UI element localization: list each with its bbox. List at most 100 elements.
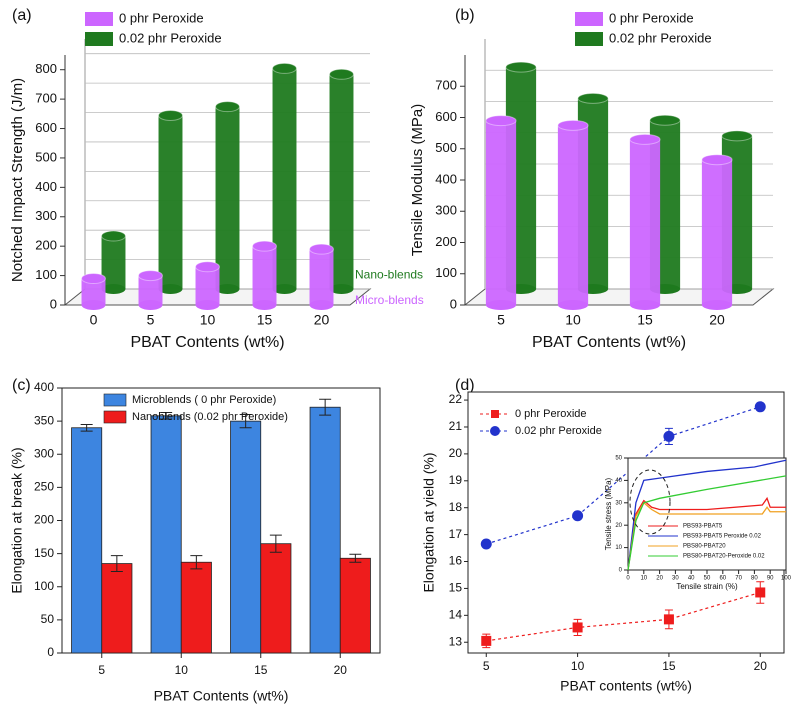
legend-label: 0.02 phr Peroxide xyxy=(609,30,712,45)
error-bar xyxy=(190,555,203,570)
error-bar xyxy=(160,412,173,420)
x-axis-label: PBAT Contents (wt%) xyxy=(130,334,284,351)
y-axis-label: Elongation at yield (%) xyxy=(420,452,436,592)
panel: (c) 0 50 100 150 200 250 300 350 400 Microblends (… xyxy=(9,377,381,704)
error-bar xyxy=(269,534,282,553)
y-tick-label: 300 xyxy=(34,446,54,460)
legend-swatch xyxy=(103,393,127,407)
y-tick-label: 100 xyxy=(34,579,54,593)
x-tick-label: 20 xyxy=(754,659,768,673)
y-tick-label: 800 xyxy=(35,61,57,76)
series-line xyxy=(627,496,786,571)
legend-swatch xyxy=(103,410,127,424)
y-tick-label: 13 xyxy=(449,634,463,648)
x-tick-label: 60 xyxy=(719,576,726,582)
panel-label: (c) xyxy=(12,377,31,394)
y-tick-label: 17 xyxy=(449,527,463,541)
y-tick-label: 500 xyxy=(435,140,457,155)
bar-top xyxy=(309,243,334,255)
bar xyxy=(195,266,220,305)
bar-top xyxy=(215,101,240,113)
y-tick-label: 21 xyxy=(449,419,463,433)
y-tick-label: 700 xyxy=(435,78,457,93)
x-tick-label: 20 xyxy=(334,663,348,677)
legend-label: 0 phr Peroxide xyxy=(515,408,587,420)
legend-swatch xyxy=(85,12,113,26)
x-tick-label: 15 xyxy=(257,312,273,328)
bar-top xyxy=(329,68,354,80)
series-line xyxy=(486,591,761,642)
y-tick-label: 200 xyxy=(35,238,57,253)
bar xyxy=(71,427,103,654)
bar-top xyxy=(485,115,517,127)
x-tick-label: 10 xyxy=(565,312,581,328)
y-tick-label: 200 xyxy=(435,234,457,249)
bar xyxy=(272,68,297,289)
error-bar xyxy=(80,423,93,432)
marker xyxy=(755,587,766,598)
bar-top xyxy=(701,154,733,166)
x-tick-label: 30 xyxy=(672,576,679,582)
x-tick-label: 10 xyxy=(200,312,216,328)
bar-top xyxy=(505,61,537,73)
x-tick-label: 10 xyxy=(571,659,585,673)
y-axis-label: Elongation at break (%) xyxy=(9,447,25,593)
bar xyxy=(629,139,661,305)
marker xyxy=(572,510,584,522)
series-line xyxy=(486,406,761,545)
legend-label: 0 phr Peroxide xyxy=(609,10,694,25)
y-tick-label: 19 xyxy=(449,473,463,487)
bar-top xyxy=(577,92,609,104)
bar-top xyxy=(272,62,297,74)
y-tick-label: 15 xyxy=(449,581,463,595)
y-tick-label: 300 xyxy=(435,203,457,218)
x-tick-label: 5 xyxy=(483,659,490,673)
x-tick-label: 5 xyxy=(98,663,105,677)
x-tick-label: 0 xyxy=(90,312,98,328)
x-tick-label: 0 xyxy=(626,576,630,582)
y-tick-label: 30 xyxy=(615,500,622,506)
x-tick-label: 20 xyxy=(314,312,330,328)
legend-label: Microblends ( 0 phr Peroxide) xyxy=(132,394,276,406)
bar-top xyxy=(721,130,753,142)
bar xyxy=(230,420,262,654)
x-tick-label: 10 xyxy=(175,663,189,677)
bar-top xyxy=(138,270,163,282)
bar xyxy=(309,406,341,654)
legend-label: PBS93-PBAT5 xyxy=(683,524,723,530)
y-tick-label: 250 xyxy=(34,480,54,494)
y-tick-label: 500 xyxy=(35,149,57,164)
error-bar xyxy=(110,555,123,573)
y-tick-label: 400 xyxy=(435,171,457,186)
x-tick-label: 90 xyxy=(767,576,774,582)
y-tick-label: 22 xyxy=(449,392,463,406)
x-tick-label: 40 xyxy=(688,576,695,582)
x-axis-label: Tensile strain (%) xyxy=(676,582,738,591)
y-tick-label: 150 xyxy=(34,546,54,560)
marker xyxy=(663,614,674,625)
bar xyxy=(150,415,182,654)
x-tick-label: 20 xyxy=(709,312,725,328)
y-tick-label: 600 xyxy=(435,109,457,124)
bar xyxy=(138,275,163,305)
legend-swatch xyxy=(85,32,113,46)
panel-label: (a) xyxy=(12,7,32,24)
x-tick-label: 15 xyxy=(662,659,676,673)
y-tick-label: 10 xyxy=(615,545,622,551)
y-tick-label: 200 xyxy=(34,513,54,527)
y-tick-label: 16 xyxy=(449,554,463,568)
x-tick-label: 10 xyxy=(640,576,647,582)
y-tick-label: 100 xyxy=(35,267,57,282)
bar xyxy=(329,74,354,289)
y-tick-label: 14 xyxy=(449,608,463,622)
x-tick-label: 20 xyxy=(656,576,663,582)
x-tick-label: 5 xyxy=(497,312,505,328)
y-tick-label: 20 xyxy=(615,523,622,529)
y-axis-label: Tensile Modulus (MPa) xyxy=(409,104,426,257)
marker xyxy=(754,401,766,413)
bar xyxy=(260,543,292,654)
x-tick-label: 15 xyxy=(254,663,268,677)
y-tick-label: 100 xyxy=(435,265,457,280)
marker xyxy=(572,622,583,633)
